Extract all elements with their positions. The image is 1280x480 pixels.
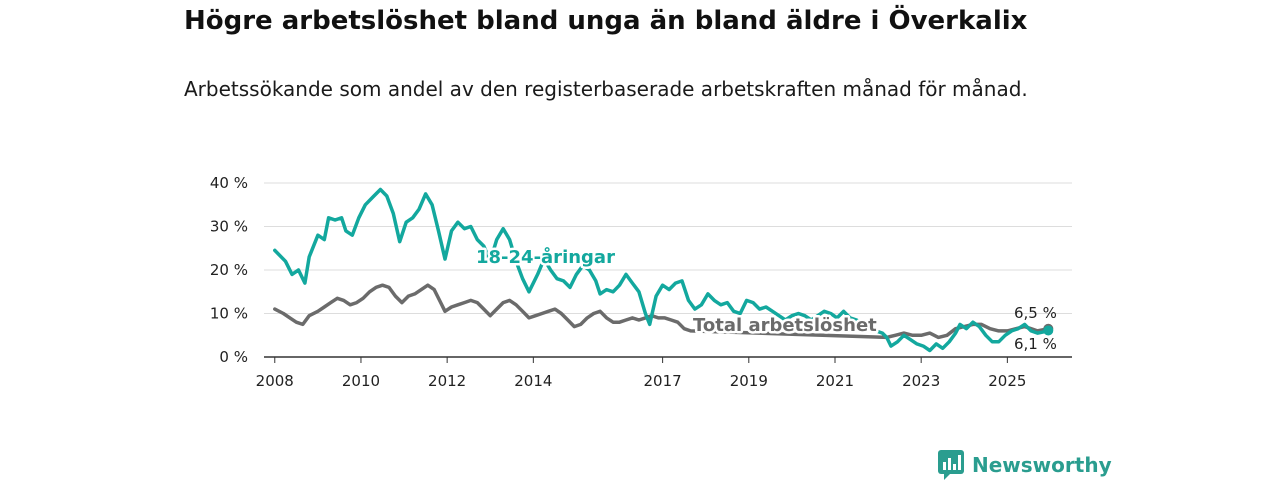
- y-tick-label: 10 %: [210, 305, 248, 323]
- newsworthy-icon: [938, 450, 964, 480]
- x-tick-label: 2019: [730, 372, 768, 390]
- series-labels: 18-24-åringar Total arbetslöshet 6,5 % 6,1 …: [474, 244, 1057, 354]
- brand-name: Newsworthy: [972, 453, 1112, 477]
- grid-lines: [264, 182, 1072, 314]
- chart-subtitle: Arbetssökande som andel av den registerb…: [184, 77, 1028, 101]
- youth-end-value-label: 6,1 %: [1014, 335, 1057, 353]
- youth-series-label: 18-24-åringar: [476, 246, 615, 268]
- total-end-value-label: 6,5 %: [1014, 304, 1057, 322]
- x-tick-label: 2014: [514, 372, 552, 390]
- x-tick-label: 2010: [342, 372, 380, 390]
- x-tick-label: 2025: [988, 372, 1026, 390]
- chart-title: Högre arbetslöshet bland unga än bland ä…: [184, 6, 1028, 36]
- x-tick-label: 2021: [816, 372, 854, 390]
- y-tick-label: 0 %: [219, 348, 248, 366]
- line-chart: 0 % 10 % 20 % 30 % 40 % 2008 2010 2012 2014 2017…: [210, 174, 1072, 390]
- x-tick-label: 2017: [644, 372, 682, 390]
- brand-logo: Newsworthy: [938, 450, 1112, 480]
- y-tick-label: 20 %: [210, 261, 248, 279]
- x-tick-label: 2012: [428, 372, 466, 390]
- y-tick-label: 40 %: [210, 174, 248, 192]
- x-tick-label: 2023: [902, 372, 940, 390]
- total-series-label: Total arbetslöshet: [693, 315, 877, 336]
- youth-series-line: [273, 187, 1051, 353]
- total-series-line: [273, 283, 1051, 340]
- y-tick-label: 30 %: [210, 218, 248, 236]
- series-lines: [273, 187, 1054, 353]
- x-axis: 2008 2010 2012 2014 2017 2019 2021 2023 2025: [256, 356, 1072, 390]
- youth-series-end-point: [1043, 325, 1054, 336]
- x-tick-label: 2008: [256, 372, 294, 390]
- y-axis-labels: 0 % 10 % 20 % 30 % 40 %: [210, 174, 248, 366]
